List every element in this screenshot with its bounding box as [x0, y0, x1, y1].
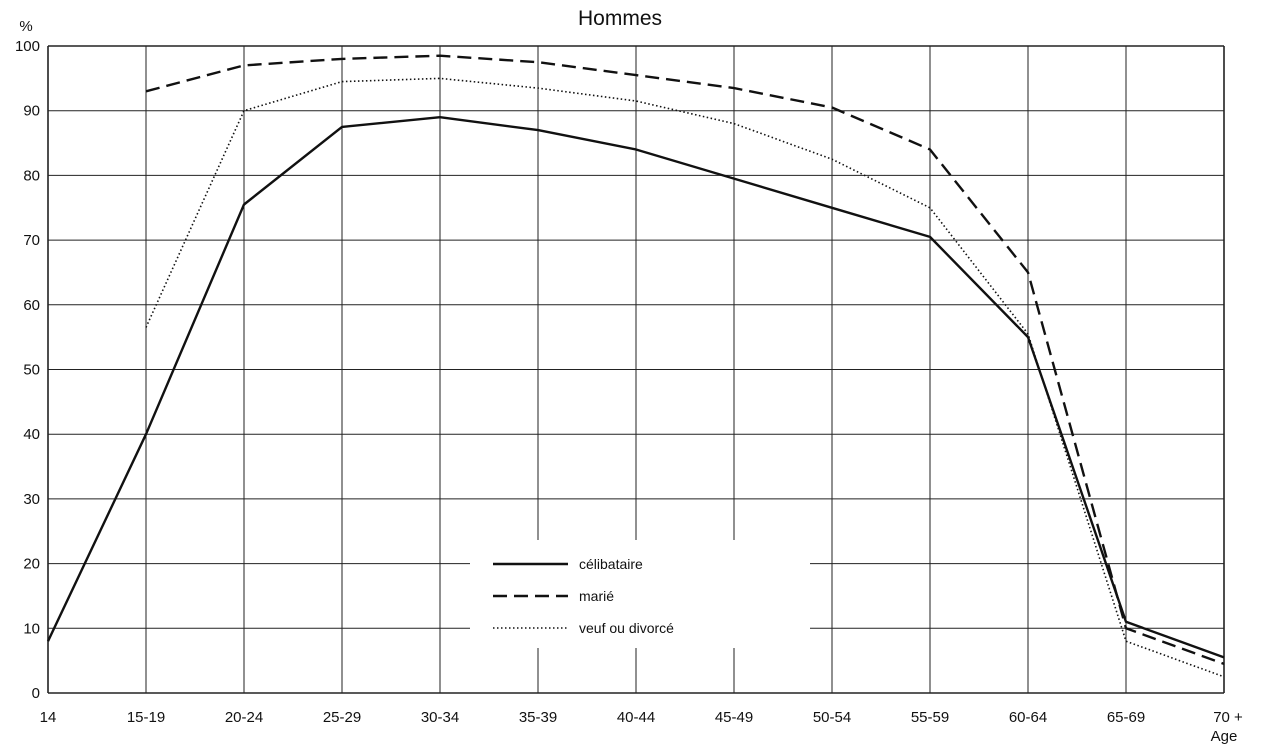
y-tick-label-40: 40 [23, 426, 40, 443]
y-tick-label-60: 60 [23, 297, 40, 314]
y-tick-label-10: 10 [23, 620, 40, 637]
x-tick-label-8: 50-54 [813, 709, 851, 726]
grid: 0 10 20 30 40 50 60 70 80 90 100 14 15-19 20-24 25-29 3… [15, 38, 1243, 726]
x-tick-label-11: 65-69 [1107, 709, 1145, 726]
y-tick-label-50: 50 [23, 362, 40, 379]
y-tick-label-80: 80 [23, 167, 40, 184]
y-tick-label-30: 30 [23, 491, 40, 508]
legend: célibataire marié veuf ou divorcé [470, 540, 810, 648]
legend-label-2: veuf ou divorcé [579, 620, 674, 636]
x-tick-label-5: 35-39 [519, 709, 557, 726]
x-tick-label-6: 40-44 [617, 709, 655, 726]
y-tick-label-0: 0 [32, 685, 40, 702]
x-tick-label-0: 14 [40, 709, 57, 726]
y-tick-label-100: 100 [15, 38, 40, 55]
chart-title: Hommes [578, 7, 662, 30]
y-tick-label-20: 20 [23, 556, 40, 573]
series-layer [46, 54, 1225, 678]
x-tick-label-3: 25-29 [323, 709, 361, 726]
legend-box [470, 540, 810, 648]
x-tick-label-10: 60-64 [1009, 709, 1047, 726]
legend-label-1: marié [579, 588, 614, 604]
y-axis-label: % [19, 18, 32, 35]
series-line-1 [145, 54, 1225, 666]
series-line-0 [46, 115, 1225, 659]
x-axis-label: Age [1211, 728, 1238, 745]
x-tick-label-9: 55-59 [911, 709, 949, 726]
y-tick-label-70: 70 [23, 232, 40, 249]
x-tick-label-1: 15-19 [127, 709, 165, 726]
y-tick-label-90: 90 [23, 103, 40, 120]
labels: Hommes % Age [19, 7, 1237, 745]
x-tick-label-2: 20-24 [225, 709, 263, 726]
x-tick-label-7: 45-49 [715, 709, 753, 726]
legend-label-0: célibataire [579, 556, 643, 572]
x-tick-label-4: 30-34 [421, 709, 459, 726]
x-tick-label-12: 70 + [1213, 709, 1243, 726]
